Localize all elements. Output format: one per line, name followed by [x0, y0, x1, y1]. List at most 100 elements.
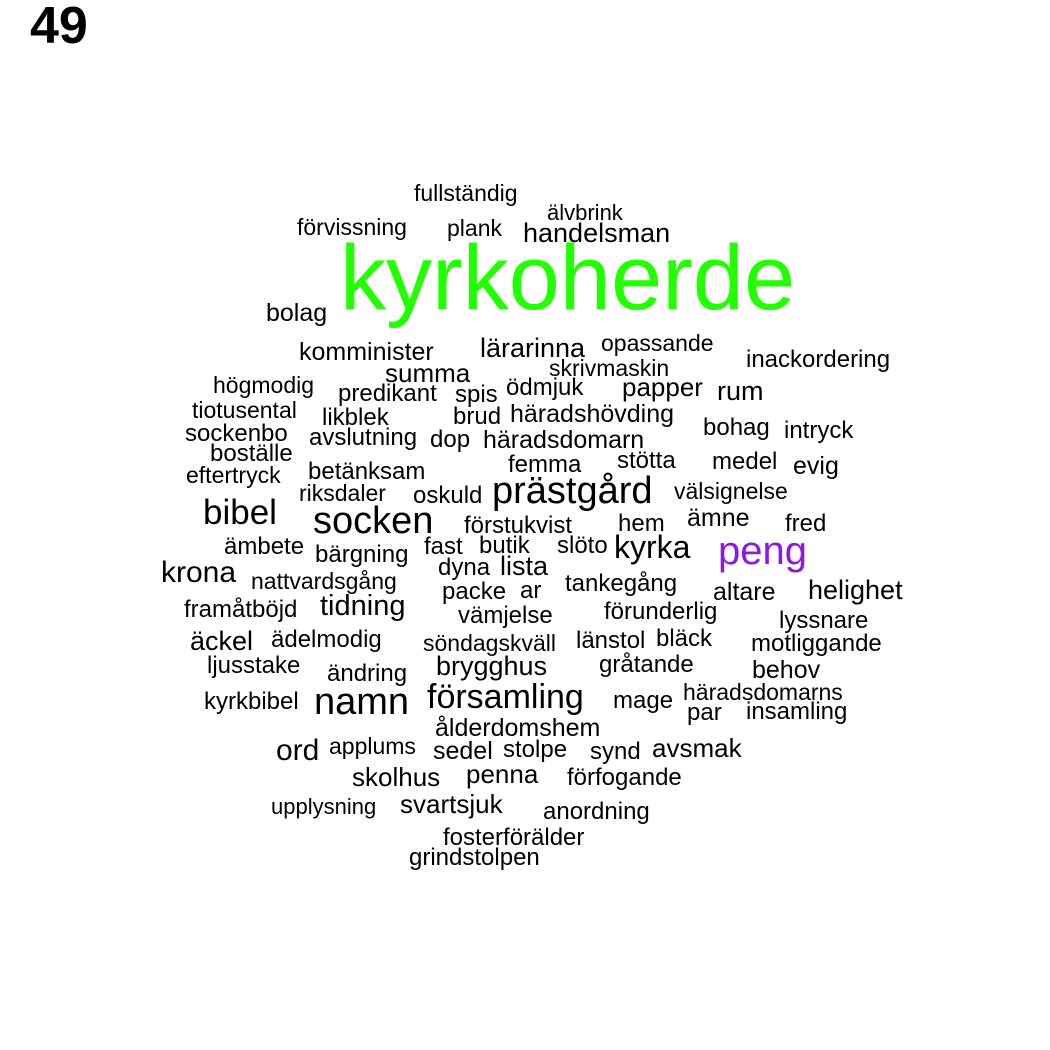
word-lyssnare: lyssnare: [779, 607, 869, 634]
word-fosterforalder: fosterförälder: [443, 824, 585, 851]
word-brud: brud: [453, 403, 502, 430]
word-intryck: intryck: [784, 417, 854, 444]
page-number: 49: [30, 0, 88, 55]
word-haradsdomarns: häradsdomarns: [683, 679, 843, 705]
word-skolhus: skolhus: [352, 762, 441, 792]
word-dyna: dyna: [438, 554, 491, 581]
word-framatbojd: framåtböjd: [184, 596, 298, 623]
word-par: par: [687, 699, 722, 726]
word-bostalle: boställe: [210, 440, 293, 467]
word-helighet: helighet: [808, 575, 903, 605]
word-black: bläck: [656, 625, 713, 652]
word-forstukvist: förstukvist: [464, 512, 573, 539]
word-bolag: bolag: [266, 299, 328, 327]
word-amne: ämne: [687, 504, 750, 532]
word-namn: namn: [314, 681, 410, 723]
word-applums: applums: [329, 733, 416, 759]
word-valsignelse: välsignelse: [674, 478, 788, 504]
word-tankegang: tankegång: [565, 570, 678, 597]
word-fred: fred: [785, 510, 827, 537]
word-butik: butik: [479, 532, 530, 559]
word-forvissning: förvissning: [297, 214, 407, 240]
word-altare: altare: [713, 578, 776, 606]
word-motliggande: motliggande: [751, 630, 882, 657]
word-alderdomshem: ålderdomshem: [435, 714, 601, 742]
word-betanksam: betänksam: [308, 458, 426, 485]
word-sockenbo: sockenbo: [185, 420, 288, 447]
word-predikant: predikant: [338, 380, 437, 407]
word-papper: papper: [622, 372, 703, 402]
word-fullstandig: fullständig: [414, 180, 518, 206]
word-eftertryck: eftertryck: [186, 462, 281, 488]
word-oskuld: oskuld: [413, 482, 483, 509]
word-riksdaler: riksdaler: [299, 480, 386, 506]
word-bohag: bohag: [703, 414, 770, 441]
word-upplysning: upplysning: [271, 794, 377, 819]
word-nattvardsgang: nattvardsgång: [251, 568, 397, 594]
word-plank: plank: [447, 215, 502, 241]
word-femma: femma: [508, 451, 582, 478]
word-fast: fast: [424, 533, 463, 560]
word-forsamling: församling: [427, 678, 584, 716]
word-lararinna: lärarinna: [480, 333, 586, 363]
word-vamjelse: vämjelse: [458, 602, 553, 629]
word-packe: packe: [442, 578, 507, 605]
word-haradsdomarn: häradsdomarn: [483, 426, 645, 454]
word-ljusstake: ljusstake: [207, 652, 301, 679]
word-penna: penna: [466, 759, 539, 789]
word-krona: krona: [161, 556, 237, 589]
word-summa: summa: [385, 358, 471, 388]
word-ackel: äckel: [190, 626, 254, 656]
word-dop: dop: [430, 426, 471, 453]
word-brygghus: brygghus: [436, 651, 548, 681]
word-skrivmaskin: skrivmaskin: [549, 355, 670, 381]
word-odmjuk: ödmjuk: [506, 374, 584, 401]
word-synd: synd: [590, 738, 641, 765]
word-andring: ändring: [327, 660, 408, 687]
word-svartsjuk: svartsjuk: [400, 789, 503, 819]
word-tiotusental: tiotusental: [192, 397, 297, 423]
word-forunderlig: förunderlig: [604, 598, 718, 625]
word-haradshovding: häradshövding: [510, 400, 675, 428]
word-kyrkoherde: kyrkoherde: [340, 227, 796, 329]
word-adelmodig: ädelmodig: [271, 626, 382, 653]
word-ord: ord: [276, 734, 320, 767]
word-avslutning: avslutning: [309, 424, 418, 451]
word-lista: lista: [500, 551, 549, 581]
word-medel: medel: [712, 448, 778, 475]
word-forfogande: förfogande: [567, 764, 682, 791]
word-handelsman: handelsman: [523, 218, 671, 248]
word-sloto: slöto: [557, 532, 608, 559]
word-socken: socken: [313, 500, 434, 542]
word-mage: mage: [613, 687, 674, 714]
word-peng: peng: [718, 529, 807, 573]
word-tidning: tidning: [320, 590, 406, 622]
word-grindstolpen: grindstolpen: [409, 844, 540, 871]
word-sedel: sedel: [433, 737, 493, 765]
word-sondagskvall: söndagskväll: [423, 630, 556, 656]
word-behov: behov: [752, 656, 821, 684]
word-insamling: insamling: [746, 698, 848, 725]
word-bargning: bärgning: [315, 541, 409, 568]
word-stotta: stötta: [617, 447, 676, 474]
word-evig: evig: [793, 452, 839, 480]
word-gratande: gråtande: [599, 651, 694, 678]
word-ambete: ämbete: [224, 533, 305, 560]
word-stolpe: stolpe: [503, 736, 568, 763]
word-spis: spis: [455, 381, 498, 408]
word-kyrkbibel: kyrkbibel: [204, 688, 299, 715]
word-rum: rum: [717, 376, 764, 406]
word-komminister: komminister: [299, 338, 434, 366]
word-inackordering: inackordering: [746, 346, 891, 373]
word-kyrka: kyrka: [614, 529, 691, 565]
word-hem: hem: [618, 510, 665, 537]
word-anordning: anordning: [543, 798, 650, 825]
word-bibel: bibel: [203, 493, 277, 532]
word-prastgard: prästgård: [492, 470, 653, 512]
word-alvbrink: älvbrink: [547, 200, 623, 225]
word-ar: ar: [520, 577, 542, 604]
word-lanstol: länstol: [576, 627, 646, 654]
word-opassande: opassande: [601, 330, 714, 356]
word-hogmodig: högmodig: [213, 372, 315, 398]
